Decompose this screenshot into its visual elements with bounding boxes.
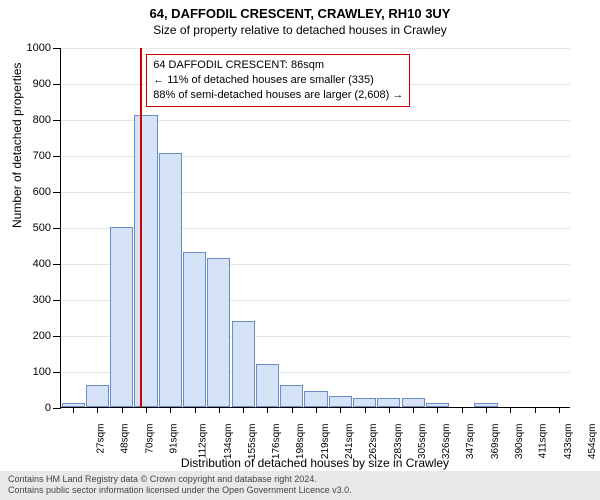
x-tick-label: 369sqm [490, 424, 501, 460]
histogram-bar [134, 115, 157, 407]
y-tick [53, 48, 61, 49]
histogram-bar [110, 227, 133, 407]
x-tick-label: 27sqm [96, 424, 107, 454]
x-tick [73, 407, 74, 413]
x-tick-label: 134sqm [223, 424, 234, 460]
x-tick [437, 407, 438, 413]
y-tick-label: 400 [33, 258, 51, 270]
x-tick-label: 219sqm [320, 424, 331, 460]
histogram-bar [329, 396, 352, 407]
x-tick [243, 407, 244, 413]
x-tick [389, 407, 390, 413]
x-tick-label: 390sqm [514, 424, 525, 460]
x-tick [535, 407, 536, 413]
histogram-bar [207, 258, 230, 407]
x-tick [559, 407, 560, 413]
x-tick-label: 91sqm [169, 424, 180, 454]
histogram-bar [232, 321, 255, 407]
y-tick [53, 120, 61, 121]
x-tick [267, 407, 268, 413]
histogram-bar [256, 364, 279, 407]
y-tick [53, 372, 61, 373]
y-tick-label: 600 [33, 186, 51, 198]
x-tick [462, 407, 463, 413]
x-tick [316, 407, 317, 413]
y-tick-label: 1000 [27, 42, 51, 54]
x-tick-label: 70sqm [144, 424, 155, 454]
x-tick-label: 262sqm [368, 424, 379, 460]
x-tick [97, 407, 98, 413]
x-tick [340, 407, 341, 413]
reference-line [140, 48, 142, 407]
histogram-bar [183, 252, 206, 407]
histogram-bar [353, 398, 376, 407]
x-tick [413, 407, 414, 413]
y-tick-label: 200 [33, 330, 51, 342]
x-tick [219, 407, 220, 413]
page-title: 64, DAFFODIL CRESCENT, CRAWLEY, RH10 3UY [0, 0, 600, 21]
y-tick [53, 264, 61, 265]
annotation-line: 64 DAFFODIL CRESCENT: 86sqm [153, 58, 403, 73]
y-tick [53, 336, 61, 337]
histogram-bar [377, 398, 400, 407]
histogram-bar [86, 385, 109, 407]
y-tick [53, 228, 61, 229]
histogram-bar [280, 385, 303, 407]
y-axis-title: Number of detached properties [10, 63, 24, 228]
footer-line: Contains public sector information licen… [8, 485, 592, 497]
x-tick [122, 407, 123, 413]
x-tick [195, 407, 196, 413]
x-tick [170, 407, 171, 413]
y-tick [53, 408, 61, 409]
plot-region: 0100200300400500600700800900100027sqm48s… [60, 48, 570, 408]
footer-line: Contains HM Land Registry data © Crown c… [8, 474, 592, 486]
y-tick-label: 300 [33, 294, 51, 306]
y-tick-label: 900 [33, 78, 51, 90]
annotation-line: 88% of semi-detached houses are larger (… [153, 88, 403, 103]
y-tick-label: 0 [45, 402, 51, 414]
x-tick-label: 241sqm [344, 424, 355, 460]
y-tick-label: 500 [33, 222, 51, 234]
x-tick [510, 407, 511, 413]
x-tick [292, 407, 293, 413]
page-subtitle: Size of property relative to detached ho… [0, 21, 600, 37]
histogram-bar [304, 391, 327, 407]
histogram-bar [402, 398, 425, 407]
x-tick-label: 411sqm [538, 424, 549, 459]
x-tick-label: 347sqm [466, 424, 477, 460]
y-tick [53, 156, 61, 157]
y-tick [53, 84, 61, 85]
y-tick [53, 192, 61, 193]
annotation-box: 64 DAFFODIL CRESCENT: 86sqm← 11% of deta… [146, 54, 410, 107]
x-tick-label: 155sqm [247, 424, 258, 460]
y-tick-label: 100 [33, 366, 51, 378]
x-tick-label: 112sqm [198, 424, 209, 459]
x-tick-label: 283sqm [393, 424, 404, 460]
x-axis-title: Distribution of detached houses by size … [60, 456, 570, 470]
histogram-bar [159, 153, 182, 407]
y-tick-label: 700 [33, 150, 51, 162]
x-tick-label: 433sqm [563, 424, 574, 460]
x-tick [486, 407, 487, 413]
annotation-line: ← 11% of detached houses are smaller (33… [153, 73, 403, 88]
y-tick-label: 800 [33, 114, 51, 126]
x-tick [146, 407, 147, 413]
x-tick-label: 198sqm [296, 424, 307, 460]
footer-attribution: Contains HM Land Registry data © Crown c… [0, 471, 600, 500]
x-tick [365, 407, 366, 413]
x-tick-label: 454sqm [587, 424, 598, 460]
x-tick-label: 305sqm [417, 424, 428, 460]
y-tick [53, 300, 61, 301]
x-tick-label: 326sqm [441, 424, 452, 460]
x-tick-label: 48sqm [120, 424, 131, 454]
histogram-chart: 0100200300400500600700800900100027sqm48s… [60, 48, 570, 408]
x-tick-label: 176sqm [271, 424, 282, 460]
grid-line [61, 48, 570, 49]
